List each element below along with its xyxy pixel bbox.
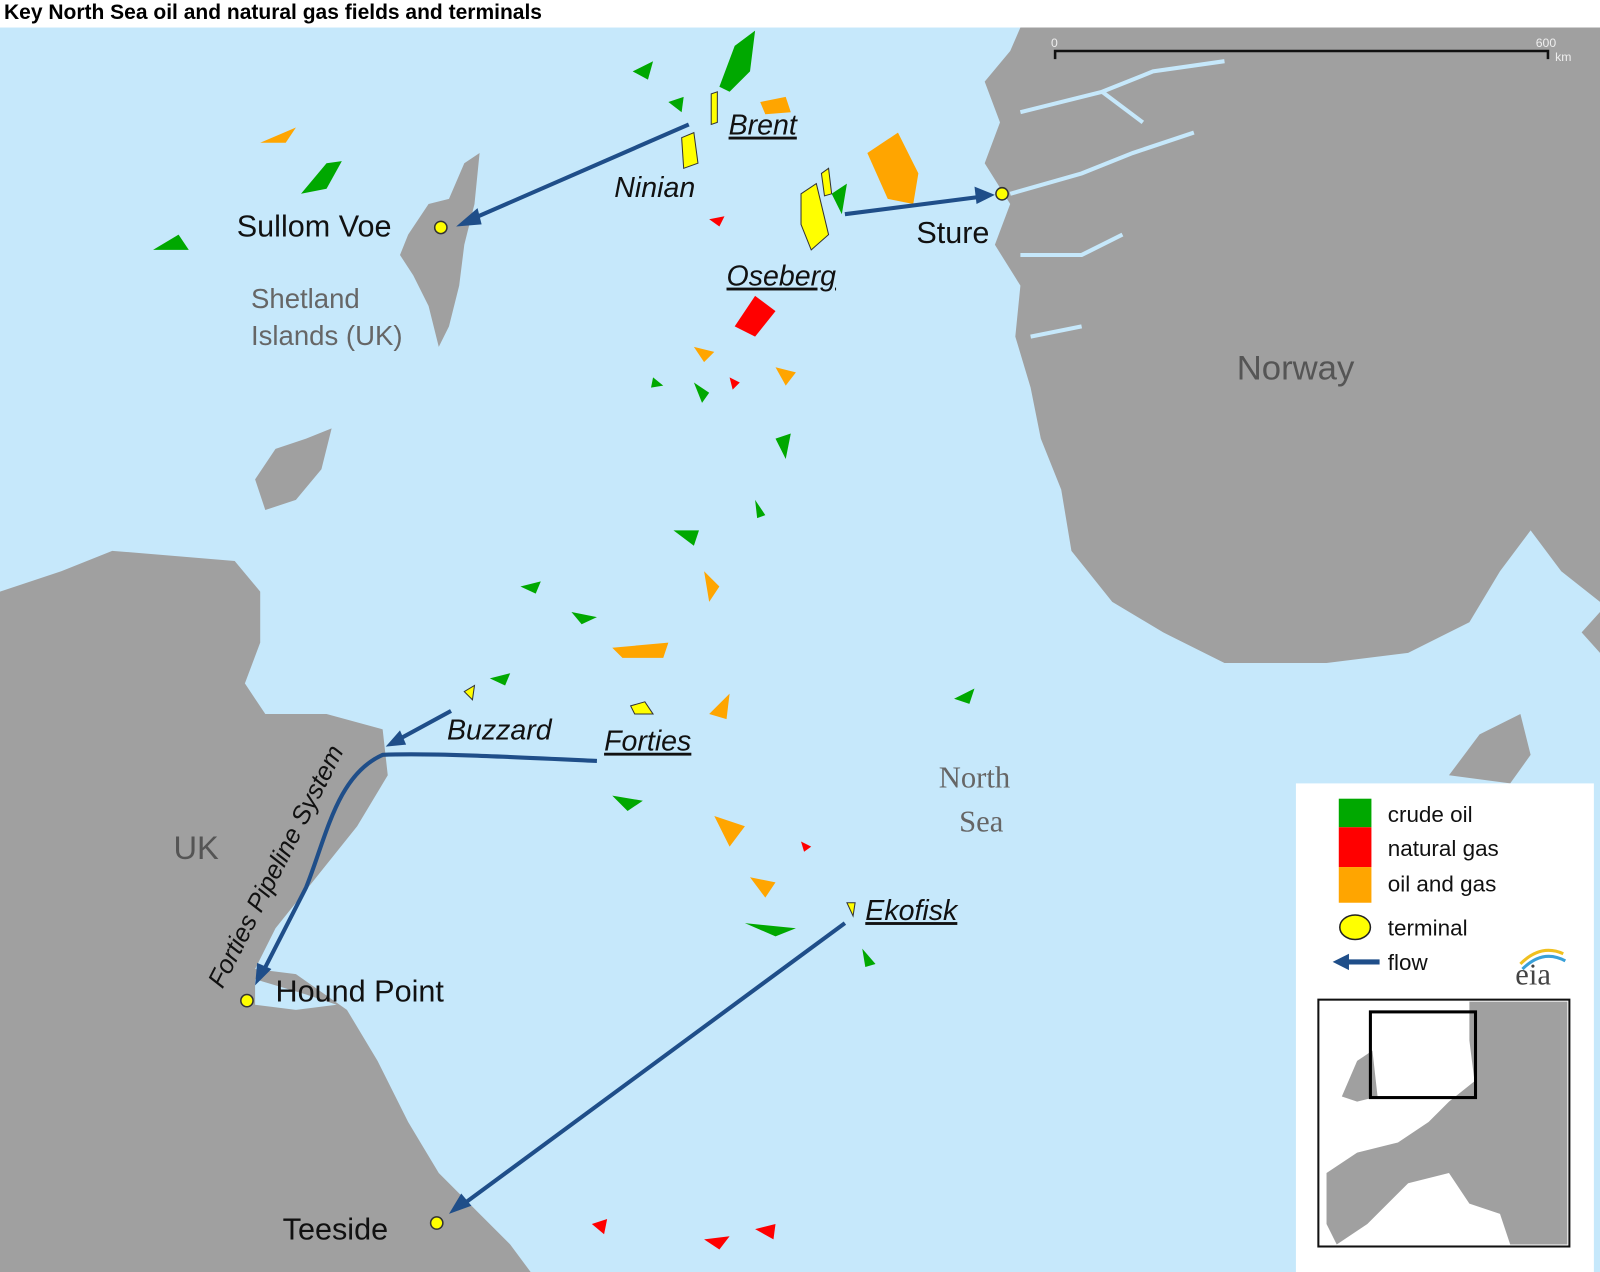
legend-crude-oil: crude oil [1388, 802, 1473, 827]
label-hound-point: Hound Point [276, 975, 445, 1009]
label-forties: Forties [604, 726, 691, 758]
flow-arrow-oseberg-sture [844, 193, 989, 217]
eia-logo: eia [1515, 948, 1567, 991]
label-sullom-voe: Sullom Voe [237, 210, 392, 244]
legend-terminal-icon [1339, 914, 1372, 941]
arrowheads [255, 186, 995, 1214]
label-sea: Sea [959, 804, 1004, 838]
land-denmark [1448, 714, 1531, 784]
label-ninian: Ninian [614, 172, 695, 204]
svg-text:eia: eia [1515, 957, 1551, 991]
label-uk: UK [173, 829, 219, 866]
terminals [240, 186, 1009, 1230]
label-sture: Sture [916, 216, 989, 250]
label-shetland-2: Islands (UK) [251, 320, 402, 351]
terminal-hound-point [240, 993, 254, 1008]
legend-swatch-crude-oil [1338, 798, 1372, 828]
scale-unit: km [1555, 50, 1571, 64]
flow-arrow-forties-pipeline [258, 752, 598, 979]
land-shetland [400, 153, 480, 347]
legend-natural-gas: natural gas [1388, 836, 1499, 861]
label-norway: Norway [1237, 349, 1355, 387]
inset-map [1317, 998, 1571, 1248]
flow-arrows [258, 122, 989, 1211]
label-brent: Brent [729, 110, 798, 142]
legend-oil-and-gas: oil and gas [1388, 872, 1497, 897]
fjords [1009, 59, 1225, 339]
legend-swatch-oil-and-gas [1338, 867, 1372, 903]
label-north: North [939, 760, 1010, 794]
land-uk [0, 550, 531, 1272]
label-ekofisk: Ekofisk [865, 895, 959, 927]
firth [255, 979, 337, 1010]
terminal-sture [995, 186, 1009, 201]
legend-flow: flow [1388, 950, 1429, 975]
land-norway [984, 27, 1600, 664]
flow-arrow-ninian-sullom-voe [463, 122, 690, 225]
label-buzzard: Buzzard [447, 715, 553, 747]
legend-swatch-natural-gas [1338, 827, 1372, 868]
land-sweden [1581, 612, 1600, 653]
scale-end: 600 [1536, 36, 1557, 50]
terminal-sullom-voe [433, 220, 448, 235]
scale-start: 0 [1051, 36, 1058, 50]
fields [153, 30, 975, 1250]
legend: crude oil natural gas oil and gas termin… [1295, 783, 1594, 1272]
label-shetland-1: Shetland [251, 283, 360, 314]
scale-bar: 0 600 km [1051, 36, 1571, 64]
terminal-teeside [429, 1216, 444, 1230]
legend-terminal: terminal [1388, 915, 1468, 940]
label-oseberg: Oseberg [727, 261, 837, 293]
land-orkney [255, 428, 332, 511]
map-title: Key North Sea oil and natural gas fields… [4, 1, 542, 24]
flow-arrow-ekofisk-teeside [455, 921, 847, 1211]
label-teeside: Teeside [283, 1212, 388, 1246]
